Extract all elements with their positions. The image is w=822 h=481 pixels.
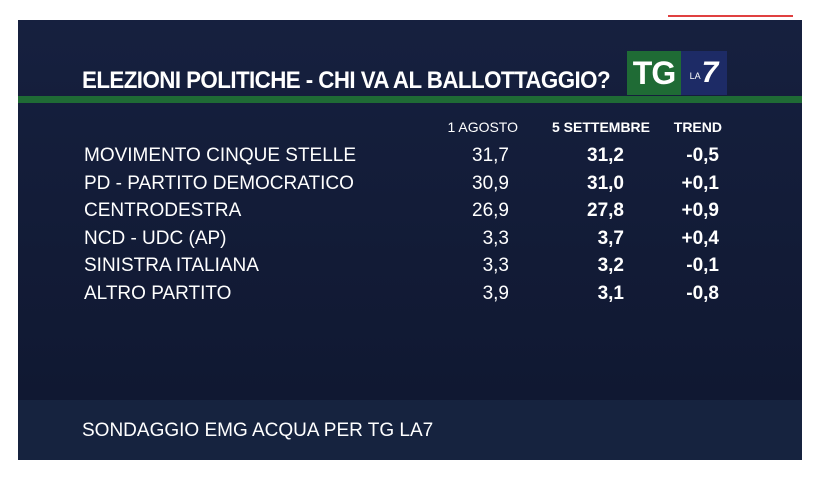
- value-trend: -0,1: [686, 255, 719, 277]
- value-agosto: 3,3: [482, 255, 509, 277]
- value-settembre: 31,0: [587, 172, 624, 194]
- logo-seven: 7: [701, 56, 719, 89]
- value-settembre: 3,2: [597, 255, 624, 277]
- value-settembre: 31,2: [587, 145, 624, 166]
- logo-la: LA: [689, 71, 701, 81]
- tg-la7-logo: TG LA 7: [627, 51, 727, 95]
- party-name: CENTRODESTRA: [84, 200, 242, 222]
- logo-tg: TG: [627, 51, 681, 95]
- top-accent-line: [668, 15, 793, 17]
- column-header-1-agosto: 1 AGOSTO: [447, 119, 518, 135]
- value-agosto: 3,3: [482, 227, 509, 249]
- value-trend: +0,4: [681, 227, 719, 249]
- title-divider: [18, 96, 802, 103]
- party-name: PD - PARTITO DEMOCRATICO: [84, 172, 354, 194]
- poll-panel: ELEZIONI POLITICHE - CHI VA AL BALLOTTAG…: [18, 20, 802, 460]
- value-trend: +0,1: [681, 172, 719, 194]
- party-name: MOVIMENTO CINQUE STELLE: [84, 145, 357, 166]
- party-name: ALTRO PARTITO: [84, 283, 232, 304]
- page-title: ELEZIONI POLITICHE - CHI VA AL BALLOTTAG…: [82, 67, 611, 94]
- party-name: NCD - UDC (AP): [84, 227, 227, 249]
- value-trend: -0,5: [686, 145, 719, 166]
- party-name: SINISTRA ITALIANA: [84, 255, 259, 277]
- footer-bar: SONDAGGIO EMG ACQUA PER TG LA7: [18, 400, 802, 460]
- value-settembre: 27,8: [587, 200, 624, 222]
- value-agosto: 3,9: [482, 283, 509, 304]
- value-agosto: 31,7: [472, 145, 509, 166]
- column-header-trend: TREND: [673, 119, 722, 135]
- source-caption: SONDAGGIO EMG ACQUA PER TG LA7: [82, 420, 434, 441]
- logo-la7: LA 7: [681, 51, 727, 95]
- value-agosto: 26,9: [472, 200, 509, 222]
- value-settembre: 3,7: [597, 227, 624, 249]
- value-agosto: 30,9: [472, 172, 509, 194]
- column-header-5-settembre: 5 SETTEMBRE: [551, 119, 650, 135]
- value-settembre: 3,1: [597, 283, 624, 304]
- value-trend: +0,9: [681, 200, 719, 222]
- value-trend: -0,8: [686, 283, 719, 304]
